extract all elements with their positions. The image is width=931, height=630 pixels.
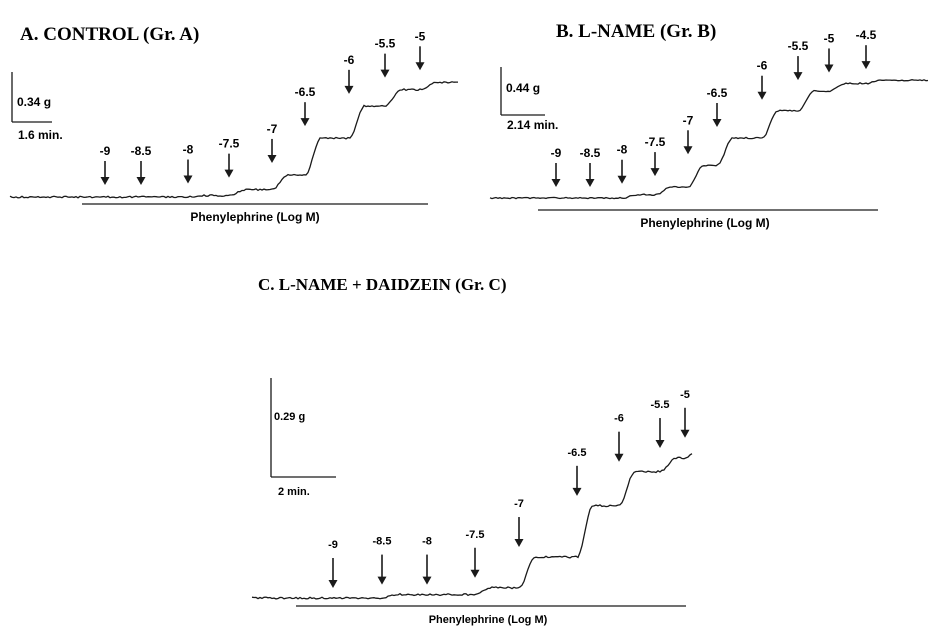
dose-label: -9	[100, 144, 111, 158]
dose-arrow-head	[650, 168, 660, 177]
dose-arrow-head	[683, 146, 693, 155]
dose-label: -7	[514, 498, 524, 510]
dose-label: -7.5	[219, 137, 240, 151]
dose-label: -8	[617, 143, 628, 157]
dose-arrow-head	[377, 576, 387, 585]
dose-arrow-head	[585, 179, 595, 187]
dose-label: -6	[757, 59, 768, 73]
dose-label: -6	[344, 53, 355, 67]
dose-arrow-head	[100, 177, 110, 185]
dose-arrow-head	[617, 175, 627, 184]
panel-c-l-name-daidzein: C. L-NAME + DAIDZEIN (Gr. C) 0.29 g 2 mi…	[251, 275, 693, 626]
dose-label: -5.5	[375, 37, 396, 51]
dose-label: -8.5	[373, 536, 392, 548]
dose-label: -5	[824, 31, 835, 45]
dose-label: -8	[183, 143, 194, 157]
dose-arrow-head	[344, 85, 354, 94]
dose-label: -9	[328, 539, 338, 551]
response-trace	[489, 79, 929, 200]
panel-a-title: A. CONTROL (Gr. A)	[20, 24, 199, 45]
dose-arrow-head	[551, 179, 561, 187]
dose-arrow-head	[712, 119, 722, 127]
dose-arrow-head	[824, 64, 834, 73]
dose-label: -7.5	[645, 135, 666, 149]
dose-arrow-head	[572, 487, 582, 496]
dose-label: -5	[415, 29, 426, 43]
dose-arrow-head	[470, 569, 480, 578]
dose-arrow-head	[514, 539, 524, 548]
dose-label: -5.5	[651, 399, 670, 411]
dose-label: -7	[683, 113, 694, 127]
dose-label: -4.5	[856, 28, 877, 42]
dose-arrow-head	[655, 440, 665, 449]
dose-arrow-head	[614, 453, 624, 462]
dose-arrow-head	[757, 91, 767, 100]
panel-a-scale-tension-label: 0.34 g	[17, 95, 51, 109]
panel-c-scale-tension-label: 0.29 g	[274, 411, 305, 423]
dose-arrow-head	[861, 61, 871, 70]
response-trace	[9, 81, 458, 199]
response-trace	[251, 453, 693, 600]
panel-c-scale-time-label: 2 min.	[278, 486, 310, 498]
dose-arrow-head	[136, 177, 146, 185]
dose-label: -5	[680, 389, 690, 401]
panel-b-x-label: Phenylephrine (Log M)	[640, 216, 769, 230]
panel-c-x-label: Phenylephrine (Log M)	[429, 614, 548, 626]
panel-c-title: C. L-NAME + DAIDZEIN (Gr. C)	[258, 275, 506, 294]
dose-label: -8	[422, 536, 432, 548]
panel-b-scale-time-label: 2.14 min.	[507, 118, 558, 132]
dose-arrow-head	[267, 154, 277, 163]
dose-label: -5.5	[788, 39, 809, 53]
dose-label: -9	[551, 146, 562, 160]
dose-arrow-head	[380, 69, 390, 78]
panel-b-title: B. L-NAME (Gr. B)	[556, 21, 716, 42]
dose-arrow-head	[680, 429, 690, 438]
panel-a-x-label: Phenylephrine (Log M)	[190, 210, 319, 224]
dose-label: -8.5	[131, 144, 152, 158]
dose-label: -7.5	[466, 529, 485, 541]
dose-arrow-head	[328, 580, 338, 588]
dose-label: -6.5	[707, 86, 728, 100]
dose-arrow-head	[224, 169, 234, 178]
dose-label: -7	[267, 122, 278, 136]
dose-arrow-head	[300, 118, 310, 127]
dose-label: -8.5	[580, 146, 601, 160]
dose-arrow-head	[793, 72, 803, 81]
panel-a-scale-time-label: 1.6 min.	[18, 128, 63, 142]
dose-label: -6	[614, 413, 624, 425]
dose-label: -6.5	[568, 447, 587, 459]
panel-b-scale-tension-label: 0.44 g	[506, 81, 540, 95]
dose-arrow-head	[422, 576, 432, 585]
dose-arrow-head	[183, 175, 193, 184]
panel-b-l-name: B. L-NAME (Gr. B) 0.44 g 2.14 min. Pheny…	[489, 21, 929, 230]
dose-arrow-head	[415, 62, 425, 71]
panel-a-control: A. CONTROL (Gr. A) 0.34 g 1.6 min. Pheny…	[9, 24, 458, 224]
dose-label: -6.5	[295, 85, 316, 99]
